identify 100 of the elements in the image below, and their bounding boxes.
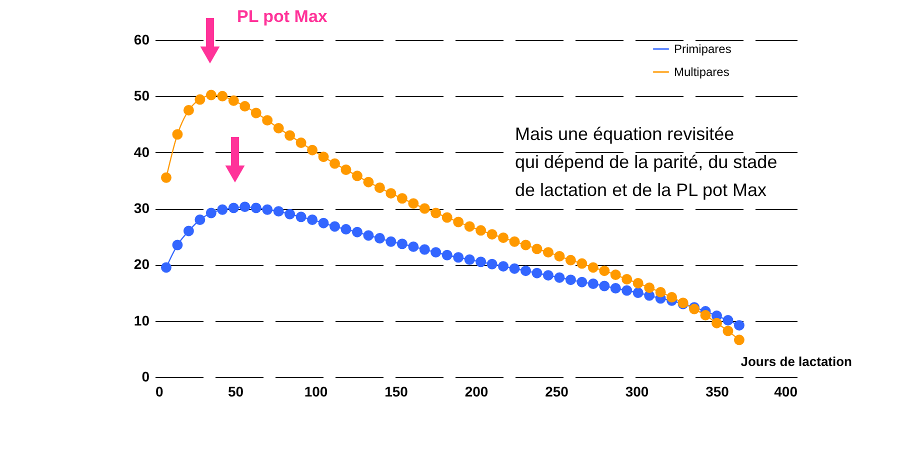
point [532, 268, 542, 278]
point [352, 226, 362, 238]
point [520, 266, 531, 276]
point [172, 240, 183, 250]
y-tick-label: 30 [134, 200, 150, 216]
point [453, 216, 464, 228]
point [408, 241, 419, 252]
point [734, 320, 744, 331]
point [386, 236, 396, 247]
point [722, 315, 734, 326]
point [442, 212, 452, 223]
point [228, 202, 239, 214]
point [172, 129, 183, 140]
point [206, 208, 216, 218]
point [374, 182, 385, 193]
point [419, 244, 430, 255]
point [542, 270, 554, 281]
point [632, 278, 644, 288]
x-tick-label: 400 [774, 384, 798, 400]
legend-label: Multipares [674, 65, 730, 79]
point [622, 274, 632, 285]
point [666, 292, 678, 302]
legend-label: Primipares [674, 42, 732, 56]
point [453, 252, 464, 263]
y-tick-label: 60 [134, 32, 150, 48]
point [262, 115, 273, 126]
x-tick-label: 150 [384, 384, 408, 400]
point [554, 272, 565, 283]
point [296, 212, 306, 222]
point [476, 225, 486, 236]
point [486, 258, 498, 270]
point [250, 108, 262, 118]
point [363, 176, 374, 188]
x-tick-label: 350 [706, 384, 730, 400]
y-tick-label: 20 [134, 256, 150, 272]
point [396, 193, 408, 204]
point [419, 203, 430, 214]
point [588, 278, 598, 289]
point [408, 198, 419, 209]
text: PL pot Max [237, 7, 328, 26]
point [542, 247, 554, 258]
point [430, 208, 442, 218]
point [330, 221, 340, 232]
point [284, 208, 296, 220]
point [576, 258, 588, 269]
point [183, 104, 194, 116]
point [644, 282, 655, 293]
point [712, 318, 722, 328]
point [722, 326, 734, 336]
point [396, 238, 408, 250]
x-tick-label: 250 [545, 384, 569, 400]
point [217, 90, 228, 102]
point [486, 229, 498, 240]
point [532, 244, 542, 254]
point [599, 266, 610, 276]
point [498, 261, 509, 272]
point [374, 233, 385, 244]
point [284, 130, 296, 141]
point [240, 202, 250, 212]
y-tick-label: 50 [134, 88, 150, 104]
point [576, 276, 588, 288]
point [476, 256, 486, 268]
point [430, 247, 442, 258]
point [509, 236, 520, 247]
x-tick-label: 50 [228, 384, 244, 400]
x-tick-label: 200 [464, 384, 488, 400]
point [363, 230, 374, 241]
point [160, 262, 172, 273]
annotation: Mais une équation revisitée qui dépend de la parité, du stade de lactation et de la PL pot Max [515, 124, 778, 200]
x-tick-label: 100 [304, 384, 328, 400]
point [340, 164, 352, 175]
point [228, 95, 239, 106]
y-tick-label: 10 [134, 312, 150, 328]
point [296, 138, 306, 148]
point [588, 262, 598, 273]
y-tick-label: 40 [134, 144, 150, 160]
point [262, 204, 273, 215]
point [700, 310, 711, 320]
x-tick-label: 300 [625, 384, 649, 400]
point [464, 221, 475, 232]
point [599, 280, 610, 292]
point [273, 122, 284, 134]
point [318, 218, 329, 228]
point [206, 90, 216, 100]
point [273, 206, 284, 217]
point [183, 226, 194, 236]
point [386, 188, 396, 199]
point [160, 172, 172, 183]
point [352, 170, 362, 182]
point [340, 224, 352, 235]
point [307, 214, 318, 225]
point [194, 94, 206, 105]
point [330, 158, 340, 169]
point [194, 214, 206, 225]
point [442, 250, 452, 260]
point [217, 204, 228, 215]
point [655, 286, 666, 298]
point [240, 101, 250, 112]
point [734, 334, 744, 346]
point [632, 288, 644, 298]
